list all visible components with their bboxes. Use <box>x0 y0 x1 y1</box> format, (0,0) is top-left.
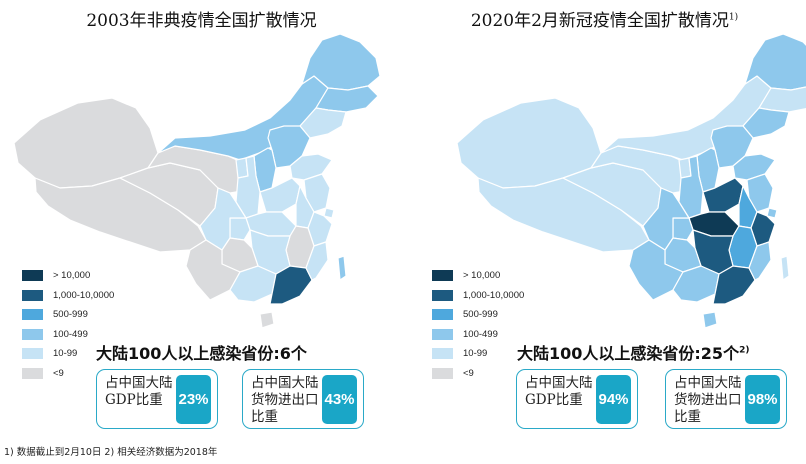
map-panel-2003: 2003年非典疫情全国扩散情况 > 10,000 1,000-10,0000 500… <box>0 0 403 440</box>
legend-item: 500-999 <box>432 305 524 325</box>
province-shandong <box>289 153 333 181</box>
legend-swatch <box>22 309 43 321</box>
card-label: 占中国大陆GDP比重 <box>525 375 593 408</box>
legend-item: 100-499 <box>22 325 114 345</box>
province-chongqing <box>672 217 694 241</box>
province-shandong <box>732 153 776 181</box>
china-map <box>13 33 381 329</box>
province-count-headline: 大陆100人以上感染省份:6个 <box>96 344 307 363</box>
province-fujian <box>748 241 772 281</box>
province-heilongjiang <box>301 33 381 91</box>
legend-label: > 10,000 <box>463 270 501 282</box>
footnote: 1) 数据截止到2月10日 2) 相关经济数据为2018年 <box>4 447 218 458</box>
legend-item: > 10,000 <box>22 266 114 286</box>
province-count-headline: 大陆100人以上感染省份:25个2) <box>517 344 750 363</box>
legend: > 10,000 1,000-10,0000 500-999 100-499 10-99… <box>432 266 524 383</box>
card-percent: 23% <box>176 375 211 424</box>
province-hainan <box>702 311 718 329</box>
china-map <box>456 33 806 329</box>
legend-label: 1,000-10,0000 <box>53 289 115 301</box>
map-title: 2020年2月新冠疫情全国扩散情况1) <box>470 11 739 31</box>
legend-swatch <box>22 367 43 379</box>
legend-label: 100-499 <box>53 328 88 340</box>
legend-label: 100-499 <box>463 328 498 340</box>
legend-item: 10-99 <box>22 344 114 364</box>
legend-swatch <box>432 289 453 301</box>
card-label: 占中国大陆货物进出口比重 <box>674 375 742 425</box>
province-shanghai <box>766 207 778 219</box>
legend-swatch <box>22 328 43 340</box>
map-title: 2003年非典疫情全国扩散情况 <box>86 11 317 31</box>
legend-item: <9 <box>432 364 524 384</box>
map-panel-2020: 2020年2月新冠疫情全国扩散情况1) > 10,000 1,000-10,000… <box>403 0 806 440</box>
card-label: 占中国大陆货物进出口比重 <box>251 375 319 425</box>
legend-label: 500-999 <box>463 309 498 321</box>
legend-label: 10-99 <box>53 348 78 360</box>
card-label: 占中国大陆GDP比重 <box>105 375 173 408</box>
province-guangdong <box>269 265 313 305</box>
legend-swatch <box>22 289 43 301</box>
gdp-share-card: 占中国大陆GDP比重 94% <box>516 369 638 429</box>
legend-item: 10-99 <box>432 344 524 364</box>
province-guangdong <box>712 265 756 305</box>
legend-item: 500-999 <box>22 305 114 325</box>
legend-label: <9 <box>53 367 64 379</box>
legend-item: 1,000-10,0000 <box>22 286 114 306</box>
card-percent: 98% <box>745 375 780 424</box>
gdp-share-card: 占中国大陆GDP比重 23% <box>96 369 218 429</box>
legend-swatch <box>432 348 453 360</box>
legend-label: 10-99 <box>463 348 488 360</box>
province-shanghai <box>323 207 335 219</box>
legend-item: 1,000-10,0000 <box>432 286 524 306</box>
legend-swatch <box>432 367 453 379</box>
province-taiwan <box>337 255 347 281</box>
legend-swatch <box>432 270 453 282</box>
province-hainan <box>259 311 275 329</box>
legend-label: > 10,000 <box>53 270 91 282</box>
legend-item: <9 <box>22 364 114 384</box>
legend-item: > 10,000 <box>432 266 524 286</box>
province-chongqing <box>229 217 251 241</box>
trade-share-card: 占中国大陆货物进出口比重 98% <box>665 369 787 429</box>
legend: > 10,000 1,000-10,0000 500-999 100-499 10-99… <box>22 266 114 383</box>
province-taiwan <box>780 255 790 281</box>
legend-swatch <box>432 309 453 321</box>
legend-label: 1,000-10,0000 <box>463 289 525 301</box>
legend-swatch <box>22 348 43 360</box>
province-fujian <box>305 241 329 281</box>
legend-swatch <box>432 328 453 340</box>
legend-label: 500-999 <box>53 309 88 321</box>
card-percent: 43% <box>322 375 357 424</box>
legend-label: <9 <box>463 367 474 379</box>
province-heilongjiang <box>744 33 806 91</box>
card-percent: 94% <box>596 375 631 424</box>
trade-share-card: 占中国大陆货物进出口比重 43% <box>242 369 364 429</box>
legend-item: 100-499 <box>432 325 524 345</box>
legend-swatch <box>22 270 43 282</box>
